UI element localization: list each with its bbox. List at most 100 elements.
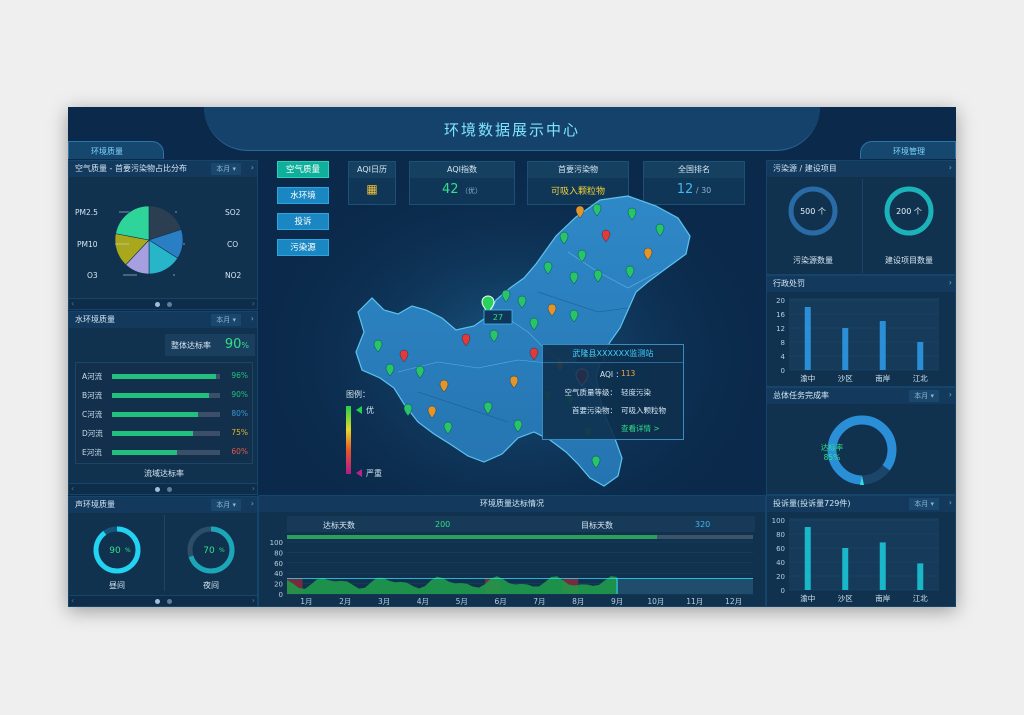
map-selected-pin-icon[interactable] (481, 295, 495, 314)
right-section-tab[interactable]: 环境管理 (860, 141, 956, 159)
overall-compliance-box: 整体达标率 90% (165, 334, 255, 356)
map-station-pin-icon[interactable] (385, 363, 395, 377)
map-station-pin-icon[interactable] (529, 347, 539, 361)
river-row[interactable]: D河流 75% (76, 426, 254, 440)
map-station-pin-icon[interactable] (569, 309, 579, 323)
right-section-tab-label: 环境管理 (893, 147, 925, 156)
noise-night-label: 夜间 (203, 581, 219, 590)
air-panel-next-icon[interactable]: › (250, 163, 254, 172)
map-value-box-a[interactable] (483, 309, 513, 325)
bar[interactable] (804, 527, 811, 590)
tab-water-environment[interactable]: 水环境 (277, 187, 329, 204)
bar-y-tick: 60 (776, 545, 785, 553)
construction-project-count: 200 个 (896, 207, 922, 216)
map-station-pin-icon[interactable] (443, 421, 453, 435)
noise-month-select[interactable]: 本月 ▾ (211, 499, 241, 511)
river-row[interactable]: A河流 96% (76, 369, 254, 383)
map-station-pin-icon[interactable] (403, 403, 413, 417)
map-station-pin-icon[interactable] (625, 265, 635, 279)
bar[interactable] (842, 328, 849, 370)
map-station-pin-icon[interactable] (575, 205, 585, 219)
task-month-select[interactable]: 本月 ▾ (909, 390, 939, 402)
map-station-pin-icon[interactable] (559, 231, 569, 245)
penalty-panel-next-icon[interactable]: › (948, 278, 952, 287)
target-days-label: 目标天数 (581, 521, 613, 530)
map-station-pin-icon[interactable] (601, 229, 611, 243)
map-station-pin-icon[interactable] (461, 333, 471, 347)
map-station-pin-icon[interactable] (547, 303, 557, 317)
map-station-pin-icon[interactable] (643, 247, 653, 261)
map-station-pin-icon[interactable] (593, 269, 603, 283)
bar[interactable] (879, 321, 886, 370)
compliance-panel-title: 环境质量达标情况 (259, 496, 765, 512)
water-month-select[interactable]: 本月 ▾ (211, 314, 241, 326)
complaint-panel-next-icon[interactable]: › (948, 498, 952, 507)
river-bar-track (112, 431, 220, 436)
page-title: 环境数据展示中心 (443, 121, 580, 139)
pager-dot[interactable] (167, 302, 172, 307)
water-pager-prev-icon[interactable]: ‹ (71, 484, 75, 493)
noise-pager-prev-icon[interactable]: ‹ (71, 596, 75, 605)
pollution-source-panel-title: 污染源 / 建设项目 (767, 161, 955, 177)
tab-air-quality[interactable]: 空气质量 (277, 161, 329, 178)
bar[interactable] (917, 563, 924, 590)
pager-dot[interactable] (167, 487, 172, 492)
map-station-pin-icon[interactable] (415, 365, 425, 379)
map-station-pin-icon[interactable] (529, 317, 539, 331)
noise-panel-next-icon[interactable]: › (250, 499, 254, 508)
bar[interactable] (804, 307, 811, 370)
water-panel-next-icon[interactable]: › (250, 314, 254, 323)
aqi-calendar-card[interactable]: AQI日历 ▦ (348, 161, 396, 205)
map-station-pin-icon[interactable] (427, 405, 437, 419)
area-x-tick: 10月 (647, 597, 664, 606)
tab-complaints[interactable]: 投诉 (277, 213, 329, 230)
calendar-icon[interactable]: ▦ (366, 182, 378, 196)
noise-pager-next-icon[interactable]: › (251, 596, 255, 605)
map-station-pin-icon[interactable] (509, 375, 519, 389)
bar[interactable] (879, 542, 886, 590)
map-station-pin-icon[interactable] (591, 455, 601, 469)
pager-dot-active[interactable] (155, 599, 160, 604)
air-pager-next-icon[interactable]: › (251, 299, 255, 308)
pie-slice[interactable] (148, 205, 182, 241)
river-row[interactable]: C河流 80% (76, 407, 254, 421)
water-pager-next-icon[interactable]: › (251, 484, 255, 493)
map-station-pin-icon[interactable] (592, 203, 602, 217)
map-region-shape[interactable] (355, 195, 691, 487)
map-station-pin-icon[interactable] (577, 249, 587, 263)
map-station-pin-icon[interactable] (543, 261, 553, 275)
overall-compliance-value: 90% (224, 337, 249, 352)
map-station-pin-icon[interactable] (489, 329, 499, 343)
river-row[interactable]: E河流 60% (76, 445, 254, 459)
map-station-pin-icon[interactable] (399, 349, 409, 363)
map-station-pin-icon[interactable] (569, 271, 579, 285)
pollution-panel-next-icon[interactable]: › (948, 163, 952, 172)
map-station-pin-icon[interactable] (655, 223, 665, 237)
pager-dot[interactable] (167, 599, 172, 604)
left-section-tab[interactable]: 环境质量 (68, 141, 164, 159)
pollutant-pie-chart: PM2.5 SO2 CO NO2 O3 PM10 (75, 205, 242, 280)
map-station-pin-icon[interactable] (517, 295, 527, 309)
map-station-pin-icon[interactable] (501, 289, 511, 303)
map-station-pin-icon[interactable] (439, 379, 449, 393)
bar-y-tick: 100 (772, 517, 785, 525)
river-row[interactable]: B河流 90% (76, 388, 254, 402)
area-y-tick: 40 (274, 570, 283, 578)
pager-dot-active[interactable] (155, 487, 160, 492)
air-month-select[interactable]: 本月 ▾ (211, 163, 241, 175)
pie-slice[interactable] (115, 205, 150, 241)
compliance-progress-rest (657, 535, 753, 539)
map-station-pin-icon[interactable] (483, 401, 493, 415)
complaint-month-select[interactable]: 本月 ▾ (909, 498, 939, 510)
bar[interactable] (842, 548, 849, 590)
task-panel-next-icon[interactable]: › (948, 390, 952, 399)
pager-dot-active[interactable] (155, 302, 160, 307)
map-station-pin-icon[interactable] (627, 207, 637, 221)
popup-details-link[interactable]: 查看详情 > (621, 424, 660, 433)
river-value: 60% (231, 447, 248, 456)
tab-pollution-sources[interactable]: 污染源 (277, 239, 329, 256)
air-pager-prev-icon[interactable]: ‹ (71, 299, 75, 308)
map-station-pin-icon[interactable] (513, 419, 523, 433)
bar[interactable] (917, 342, 924, 370)
map-station-pin-icon[interactable] (373, 339, 383, 353)
